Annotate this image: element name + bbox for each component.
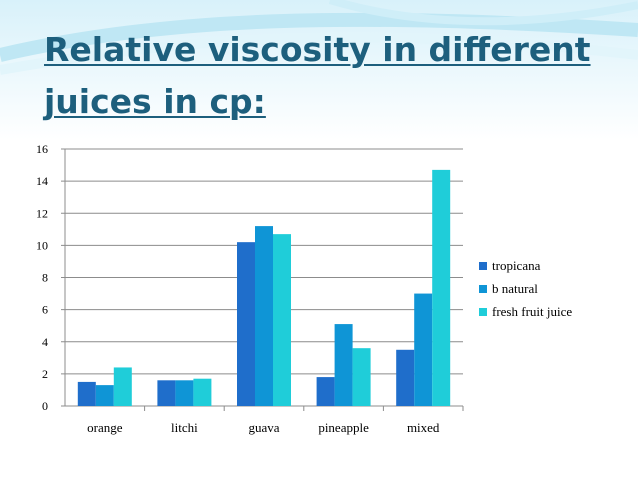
bar bbox=[193, 378, 212, 406]
bar bbox=[95, 385, 114, 406]
slide-background-decoration bbox=[0, 0, 638, 140]
legend-swatch bbox=[479, 284, 487, 293]
x-tick-label: litchi bbox=[171, 420, 198, 435]
bar bbox=[255, 226, 273, 406]
bar bbox=[157, 380, 176, 406]
bar bbox=[175, 380, 194, 406]
y-tick-label: 6 bbox=[42, 303, 48, 317]
bar bbox=[432, 169, 451, 406]
legend-swatch bbox=[479, 261, 487, 270]
y-tick-label: 16 bbox=[36, 142, 48, 156]
slide-title: Relative viscosity in different juices i… bbox=[44, 30, 591, 121]
bar bbox=[273, 234, 291, 406]
bar bbox=[237, 242, 255, 406]
x-tick-label: pineapple bbox=[318, 420, 369, 435]
legend-label: tropicana bbox=[492, 257, 541, 273]
legend-swatch bbox=[479, 307, 487, 316]
x-tick-label: orange bbox=[87, 420, 123, 435]
bar bbox=[113, 367, 132, 406]
y-tick-label: 4 bbox=[42, 335, 48, 349]
bar bbox=[352, 348, 371, 406]
y-tick-label: 0 bbox=[42, 399, 48, 413]
y-tick-label: 10 bbox=[36, 238, 48, 252]
bar bbox=[316, 377, 335, 406]
y-tick-label: 14 bbox=[36, 174, 48, 188]
y-tick-label: 8 bbox=[42, 271, 48, 285]
bar bbox=[77, 381, 96, 406]
legend-item: b natural bbox=[479, 277, 572, 300]
bar bbox=[414, 293, 433, 406]
bar bbox=[334, 324, 353, 406]
y-tick-label: 2 bbox=[42, 367, 48, 381]
x-tick-label: guava bbox=[248, 420, 279, 435]
bar bbox=[396, 349, 415, 406]
x-tick-label: mixed bbox=[407, 420, 440, 435]
chart-legend: tropicana b natural fresh fruit juice bbox=[479, 254, 572, 323]
legend-label: b natural bbox=[492, 280, 538, 296]
legend-item: fresh fruit juice bbox=[479, 300, 572, 323]
y-tick-label: 12 bbox=[36, 206, 48, 220]
legend-item: tropicana bbox=[479, 254, 572, 277]
legend-label: fresh fruit juice bbox=[492, 303, 573, 319]
